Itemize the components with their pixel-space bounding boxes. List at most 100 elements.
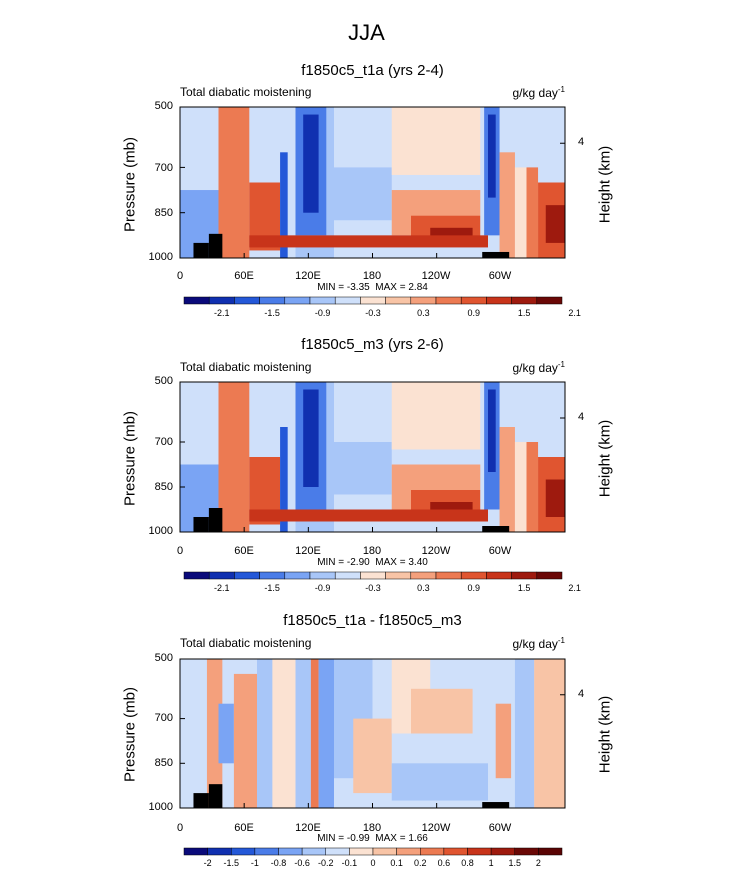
colorbar-label: 1.5 xyxy=(517,308,531,318)
colorbar-swatch xyxy=(183,571,210,580)
field-region xyxy=(295,659,311,808)
terrain-block xyxy=(193,517,209,532)
colorbar-label: 1.5 xyxy=(508,858,521,868)
colorbar-label: 0.6 xyxy=(437,858,451,868)
colorbar-label: 2.1 xyxy=(568,308,581,318)
terrain-block xyxy=(208,508,223,532)
x-tick-120e: 120E xyxy=(295,545,321,557)
colorbar-swatch xyxy=(410,296,437,305)
field-region xyxy=(391,107,488,175)
colorbar-swatch xyxy=(301,847,326,856)
colorbar-swatch xyxy=(325,847,350,856)
field-region xyxy=(353,718,392,794)
field-region xyxy=(411,688,473,734)
colorbar-label: -0.9 xyxy=(314,583,331,593)
panel-title: f1850c5_t1a (yrs 2-4) xyxy=(301,62,444,79)
colorbar-swatch xyxy=(467,847,492,856)
field-region xyxy=(287,107,296,258)
colorbar-label: 0.1 xyxy=(390,858,403,868)
terrain-block xyxy=(482,802,510,808)
colorbar-swatch xyxy=(309,571,336,580)
field-region xyxy=(280,427,288,532)
field-region xyxy=(206,659,223,808)
y-tick-500: 500 xyxy=(154,652,173,664)
field-region xyxy=(499,427,515,532)
colorbar-swatch xyxy=(514,847,539,856)
y-tick-1000: 1000 xyxy=(148,801,173,813)
colorbar-label: 1.5 xyxy=(517,583,531,593)
colorbar-label: 0.3 xyxy=(417,308,430,318)
min-max-label: MIN = -3.35 MAX = 2.84 xyxy=(180,282,565,293)
field-region xyxy=(499,152,515,258)
x-tick-120w: 120W xyxy=(421,822,451,834)
field-region xyxy=(249,235,488,248)
units-exponent: -1 xyxy=(557,360,565,369)
colorbar-swatch xyxy=(486,571,512,580)
colorbar-label: 2 xyxy=(535,858,541,868)
colorbar-swatch xyxy=(349,847,374,856)
colorbar-swatch xyxy=(207,847,232,856)
min-max-label: MIN = -0.99 MAX = 1.66 xyxy=(180,833,565,844)
y-tick-1000: 1000 xyxy=(148,525,173,537)
field-region xyxy=(526,442,539,532)
x-tick-120e: 120E xyxy=(295,822,321,834)
field-region xyxy=(488,389,496,472)
colorbar-label: 1 xyxy=(488,858,494,868)
y-tick-850: 850 xyxy=(154,481,173,493)
variable-label: Total diabatic moistening xyxy=(180,360,312,374)
colorbar-swatch xyxy=(385,296,412,305)
field-region xyxy=(545,205,565,243)
colorbar-swatch xyxy=(396,847,421,856)
field-region xyxy=(257,659,273,808)
y-tick-500: 500 xyxy=(154,375,173,387)
x-tick-120w: 120W xyxy=(421,545,451,557)
field-region xyxy=(391,763,488,801)
terrain-block xyxy=(208,233,223,258)
colorbar-swatch xyxy=(183,296,210,305)
y-tick-850: 850 xyxy=(154,207,173,219)
units-label: g/kg day-1 xyxy=(513,360,566,375)
colorbar-label: 0.9 xyxy=(467,583,481,593)
colorbar-swatch xyxy=(334,296,361,305)
colorbar-label: -0.2 xyxy=(317,858,334,868)
field-region xyxy=(545,479,565,517)
x-tick-180: 180 xyxy=(362,545,382,557)
units-exponent: -1 xyxy=(557,85,565,94)
field-region xyxy=(488,114,496,198)
colorbar-swatch xyxy=(284,296,311,305)
field-region xyxy=(391,382,488,450)
units-exponent: -1 xyxy=(557,636,565,645)
field-region xyxy=(534,659,565,808)
field-region xyxy=(180,659,207,808)
terrain-block xyxy=(193,793,209,808)
units-text: g/kg day xyxy=(512,637,558,651)
colorbar-label: -2.1 xyxy=(214,308,230,318)
field-region xyxy=(310,659,319,808)
min-value: MIN = -3.35 xyxy=(317,282,370,293)
colorbar-swatch xyxy=(360,296,386,305)
field-region xyxy=(287,382,296,532)
colorbar-label: -0.9 xyxy=(314,308,331,318)
field-region xyxy=(334,167,392,221)
min-max-label: MIN = -2.90 MAX = 3.40 xyxy=(180,557,565,568)
field-region xyxy=(514,659,535,808)
field-region xyxy=(303,389,319,487)
y-right-tick-4: 4 xyxy=(578,688,585,700)
field-region xyxy=(495,703,512,779)
colorbar-label: 0.8 xyxy=(461,858,474,868)
colorbar-swatch xyxy=(490,847,515,856)
colorbar-swatch xyxy=(536,296,563,305)
y-right-tick-4: 4 xyxy=(578,411,585,423)
colorbar-swatch xyxy=(410,571,437,580)
colorbar-swatch xyxy=(334,571,361,580)
y-tick-850: 850 xyxy=(154,757,173,769)
colorbar-swatch xyxy=(385,571,412,580)
x-tick-0: 0 xyxy=(176,822,184,834)
field-region xyxy=(303,114,319,213)
panel-title: f1850c5_t1a - f1850c5_m3 xyxy=(283,612,462,629)
y-tick-700: 700 xyxy=(154,436,173,448)
colorbar-swatch xyxy=(536,571,563,580)
variable-label: Total diabatic moistening xyxy=(180,85,312,99)
max-value: MAX = 3.40 xyxy=(375,557,428,568)
